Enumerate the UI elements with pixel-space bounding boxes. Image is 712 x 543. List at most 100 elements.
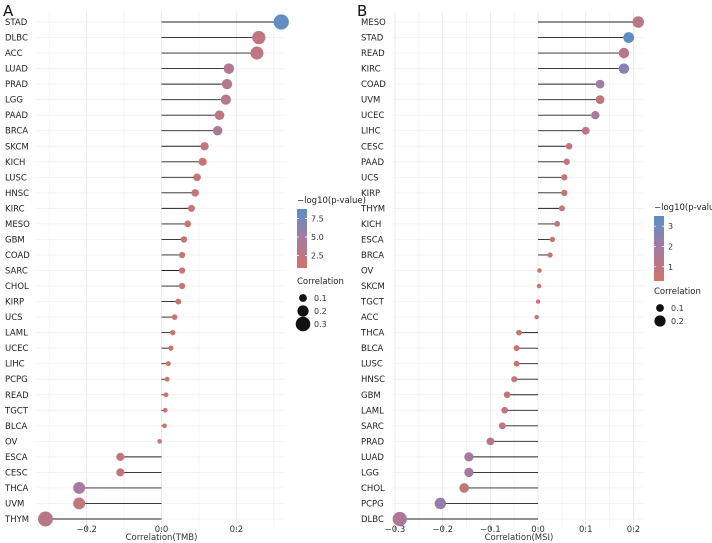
category-label-skcm: SKCM [5, 142, 29, 152]
dot-paad [214, 110, 225, 121]
color-legend-bar [654, 216, 664, 281]
category-label-uvm: UVM [361, 96, 380, 106]
category-label-prad: PRAD [5, 80, 29, 90]
dot-kirc [187, 204, 195, 212]
category-label-cesc: CESC [5, 468, 28, 478]
dot-pcpg [434, 497, 446, 510]
panel-a-chart: A STAD DLBC ACC LUAD PRAD LGG PAAD BRCA SKCM KICH… [3, 2, 366, 543]
category-label-thym: THYM [4, 515, 29, 525]
category-label-thca: THCA [4, 484, 29, 494]
x-tick-label: −0.2 [76, 525, 97, 535]
panel-a-category-labels: STAD DLBC ACC LUAD PRAD LGG PAAD BRCA SKCM KICH LU… [4, 18, 30, 525]
dot-chol [178, 282, 186, 290]
category-label-stad: STAD [5, 18, 28, 28]
category-label-luad: LUAD [361, 453, 384, 463]
size-legend-dot [297, 305, 309, 317]
category-label-luad: LUAD [5, 65, 28, 75]
dot-skcm [536, 283, 542, 289]
dot-ucec [591, 110, 600, 120]
dot-ov [157, 439, 162, 444]
x-tick-label: 0.1 [579, 525, 593, 535]
dot-sarc [498, 422, 506, 430]
dot-esca [116, 452, 125, 461]
panel-b-x-ticks: −0.3 −0.2 −0.1 0.0 0.1 0.2 [385, 525, 641, 535]
dot-prad [221, 78, 233, 90]
color-legend-label: 3 [668, 222, 673, 231]
category-label-tgct: TGCT [4, 406, 29, 416]
category-label-pcpg: PCPG [361, 499, 384, 509]
category-label-lgg: LGG [361, 468, 379, 478]
category-label-ov: OV [5, 437, 18, 447]
category-label-lihc: LIHC [361, 127, 381, 137]
dot-sarc [178, 267, 186, 274]
dot-hnsc [511, 376, 518, 383]
dot-stad [273, 14, 289, 30]
dot-gbm [503, 391, 511, 399]
color-legend-bar [297, 209, 307, 268]
size-legend-title: Correlation [654, 287, 701, 297]
category-label-esca: ESCA [361, 235, 384, 245]
color-legend-title: −log10(p-value) [297, 196, 366, 206]
category-label-blca: BLCA [361, 344, 384, 354]
category-label-ucec: UCEC [361, 111, 385, 121]
dot-blca [513, 345, 520, 352]
dot-acc [250, 46, 264, 60]
dot-prad [486, 437, 495, 446]
dot-thca [516, 329, 522, 336]
panel-b-chart: B MESO STAD READ KIRC COAD UVM UCEC LIHC CESC PAA… [357, 2, 712, 543]
dot-tgct [162, 407, 168, 413]
x-tick-label: 0.0 [531, 525, 545, 535]
dot-cesc [116, 468, 125, 477]
color-legend-label: 5.0 [311, 233, 324, 242]
category-label-sarc: SARC [5, 267, 28, 277]
dot-stad [623, 32, 635, 43]
category-label-acc: ACC [5, 49, 23, 59]
dot-kich [198, 157, 207, 166]
category-label-hnsc: HNSC [5, 189, 29, 199]
dot-kirp [175, 298, 182, 305]
color-legend-label: 2.5 [311, 251, 324, 260]
category-label-kirp: KIRP [361, 189, 380, 199]
category-label-meso: MESO [5, 220, 30, 230]
dot-kich [554, 221, 561, 227]
category-label-ucec: UCEC [5, 344, 29, 354]
category-label-esca: ESCA [5, 453, 28, 463]
category-label-sarc: SARC [361, 422, 384, 432]
category-label-kirp: KIRP [5, 298, 24, 308]
dot-hnsc [191, 189, 199, 197]
size-legend-dot [295, 316, 311, 332]
dot-skcm [200, 142, 209, 151]
category-label-coad: COAD [361, 80, 386, 90]
dot-luad [223, 63, 235, 74]
category-label-read: READ [361, 49, 385, 59]
size-legend-label: 0.1 [671, 304, 684, 313]
size-legend-dot [654, 315, 666, 327]
dot-coad [595, 79, 605, 89]
category-label-lusc: LUSC [5, 173, 27, 183]
x-tick-label: −0.2 [432, 525, 453, 535]
dot-brca [212, 125, 223, 136]
dot-laml [170, 329, 176, 336]
dot-ov [537, 268, 542, 273]
size-legend-dot [299, 294, 307, 302]
color-legend-label: 1 [668, 263, 673, 272]
dot-uvm [595, 95, 605, 105]
category-label-hnsc: HNSC [361, 375, 385, 385]
panel-a-x-ticks: −0.2 0.0 0.2 [76, 525, 243, 535]
category-label-dlbc: DLBC [5, 34, 28, 44]
dot-cesc [565, 142, 573, 150]
dot-lusc [193, 173, 201, 182]
dot-kirc [618, 63, 630, 74]
category-label-kich: KICH [361, 220, 381, 230]
category-label-laml: LAML [361, 406, 384, 416]
dot-laml [501, 406, 509, 414]
dot-gbm [180, 236, 188, 243]
category-label-brca: BRCA [361, 251, 384, 261]
size-legend-title: Correlation [297, 277, 344, 287]
dot-thym [558, 205, 565, 212]
color-legend-label: 2 [668, 242, 673, 251]
category-label-skcm: SKCM [361, 282, 385, 292]
category-label-acc: ACC [361, 313, 379, 323]
dot-dlbc [252, 30, 266, 45]
